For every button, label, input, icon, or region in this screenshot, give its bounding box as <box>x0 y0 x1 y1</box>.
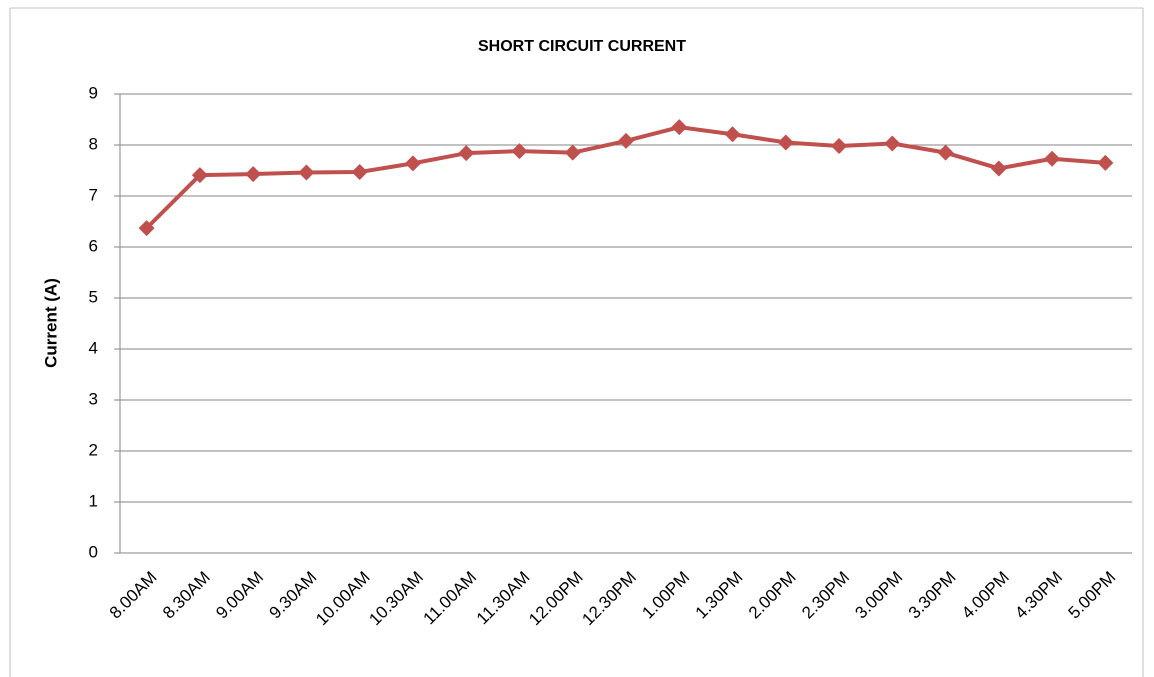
x-tick-label: 10.30AM <box>365 568 427 630</box>
data-point <box>138 220 155 237</box>
y-tick-label: 4 <box>89 338 98 357</box>
data-point <box>671 119 688 136</box>
data-point <box>724 126 741 143</box>
data-point <box>831 138 848 155</box>
y-tick-label: 2 <box>89 440 98 459</box>
data-point <box>1097 154 1114 171</box>
data-point <box>618 132 634 149</box>
y-tick-label: 5 <box>89 287 98 306</box>
x-tick-label: 12.00PM <box>525 568 587 630</box>
x-tick-label: 2.30PM <box>798 568 853 623</box>
data-point <box>884 135 901 152</box>
x-tick-label: 3.00PM <box>851 568 906 623</box>
x-tick-label: 9.30AM <box>266 568 321 623</box>
y-tick-label: 0 <box>89 542 98 561</box>
data-point <box>511 143 528 160</box>
data-point <box>458 145 475 162</box>
y-tick-label: 1 <box>89 491 98 510</box>
x-tick-label: 1.30PM <box>692 568 747 623</box>
data-point <box>298 164 315 181</box>
x-tick-label: 10.00AM <box>312 568 374 630</box>
x-tick-label: 3.30PM <box>905 568 960 623</box>
y-tick-label: 7 <box>89 185 98 204</box>
x-tick-label: 8.30AM <box>159 568 214 623</box>
data-point <box>777 134 794 151</box>
x-tick-label: 8.00AM <box>106 568 161 623</box>
x-tick-label: 2.00PM <box>745 568 800 623</box>
x-tick-label: 11.00AM <box>420 568 481 629</box>
y-tick-label: 6 <box>89 236 98 255</box>
chart-title: SHORT CIRCUIT CURRENT <box>478 38 686 55</box>
x-tick-label: 4.30PM <box>1011 568 1066 623</box>
data-point <box>191 167 208 184</box>
y-tick-label: 9 <box>89 83 98 102</box>
x-tick-label: 1.00PM <box>638 568 693 623</box>
data-point <box>404 155 421 172</box>
data-point <box>245 166 262 183</box>
y-tick-label: 8 <box>89 134 98 153</box>
x-tick-label: 12.30PM <box>578 568 640 630</box>
data-point <box>937 144 954 161</box>
y-tick-label: 3 <box>89 389 98 408</box>
x-tick-label: 9.00AM <box>212 568 267 623</box>
x-tick-label: 5.00PM <box>1065 568 1120 623</box>
x-tick-label: 4.00PM <box>958 568 1013 623</box>
data-point <box>1044 150 1061 167</box>
data-point <box>564 144 581 161</box>
x-tick-label: 11.30AM <box>473 568 534 629</box>
data-point <box>351 164 368 181</box>
data-point <box>990 160 1007 177</box>
y-axis-label: Current (A) <box>41 278 60 368</box>
